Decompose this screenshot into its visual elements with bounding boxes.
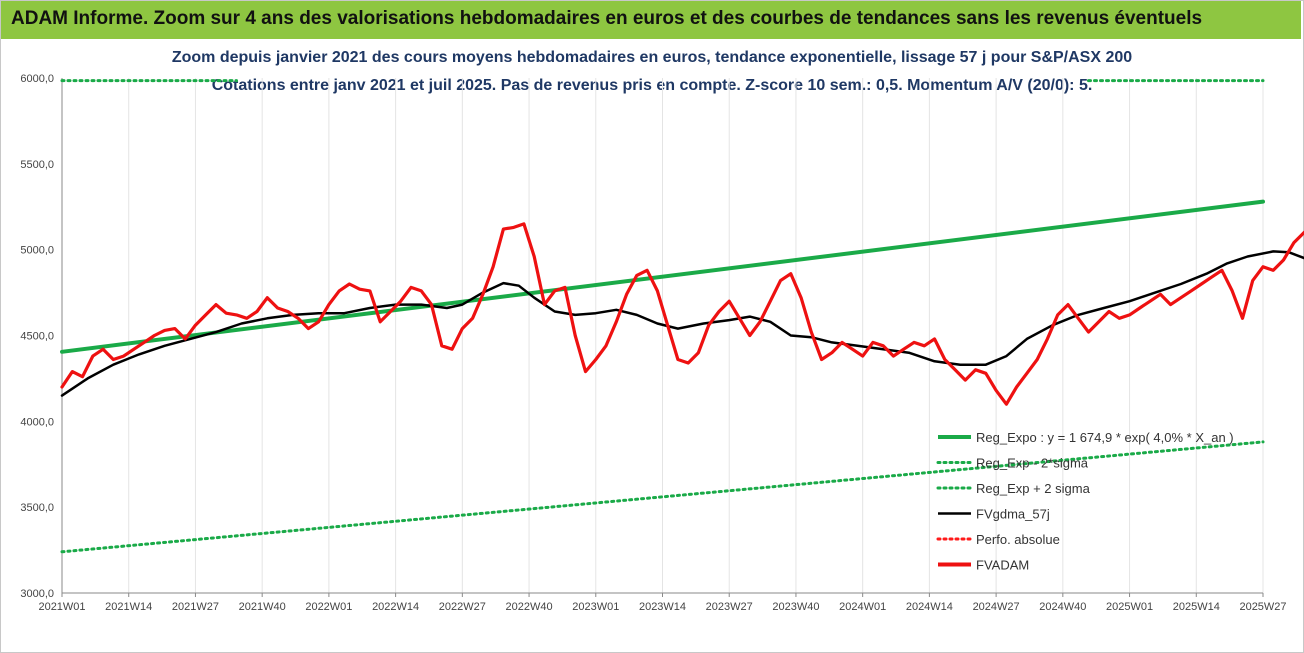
- page-title: ADAM Informe. Zoom sur 4 ans des valoris…: [11, 8, 1203, 29]
- legend-entry: Reg_Exp + 2 sigma: [976, 481, 1091, 496]
- legend-entry: Perfo. absolue: [976, 532, 1060, 547]
- series-lines: [60, 79, 1304, 554]
- x-tick-label: 2022W01: [305, 601, 352, 613]
- legend-entry: Reg_Expo : y = 1 674,9 * exp( 4,0% * X_a…: [976, 430, 1234, 445]
- x-tick-label: 2025W14: [1173, 601, 1220, 613]
- x-tick-label: 2022W27: [439, 601, 486, 613]
- y-tick-label: 4000,0: [20, 416, 54, 428]
- x-tick-label: 2021W27: [172, 601, 219, 613]
- chart-subtitle-line-2: Cotations entre janv 2021 et juil 2025. …: [211, 77, 1093, 94]
- x-tick-label: 2021W40: [239, 601, 286, 613]
- legend-entry: Reg_Exp - 2*sigma: [976, 456, 1089, 471]
- y-tick-label: 4500,0: [20, 331, 54, 343]
- x-tick-label: 2023W27: [706, 601, 753, 613]
- series-line: [60, 199, 1265, 354]
- header-banner: ADAM Informe. Zoom sur 4 ans des valoris…: [1, 1, 1301, 39]
- x-tick-label: 2024W01: [839, 601, 886, 613]
- chart-plot: 2021W01 2021W14 2021W27 2021W40 2022W01 2022W…: [20, 73, 1304, 613]
- y-tick-label: 6000,0: [20, 73, 54, 85]
- y-tick-label: 5000,0: [20, 245, 54, 257]
- x-tick-label: 2023W14: [639, 601, 686, 613]
- x-tick-label: 2024W27: [973, 601, 1020, 613]
- y-tick-label: 3000,0: [20, 588, 54, 600]
- series-line: [60, 250, 1304, 397]
- legend-entry: FVgdma_57j: [976, 507, 1050, 522]
- series-line: [60, 440, 1265, 554]
- legend-entry: FVADAM: [976, 558, 1029, 573]
- axes: 2021W01 2021W14 2021W27 2021W40 2022W01 2022W…: [20, 73, 1286, 613]
- x-tick-label: 2024W40: [1039, 601, 1086, 613]
- x-tick-label: 2022W40: [506, 601, 553, 613]
- y-tick-label: 3500,0: [20, 502, 54, 514]
- x-tick-label: 2021W14: [105, 601, 152, 613]
- grid-lines: [61, 78, 1264, 593]
- y-tick-label: 5500,0: [20, 159, 54, 171]
- x-tick-label: 2023W40: [772, 601, 819, 613]
- chart-subtitle-line-1: Zoom depuis janvier 2021 des cours moyen…: [171, 49, 1133, 66]
- x-tick-label: 2024W14: [906, 601, 953, 613]
- series-line: [60, 222, 1304, 406]
- x-tick-label: 2022W14: [372, 601, 419, 613]
- x-tick-label: 2021W01: [38, 601, 85, 613]
- x-tick-label: 2023W01: [572, 601, 619, 613]
- x-tick-label: 2025W01: [1106, 601, 1153, 613]
- legend: Reg_Expo : y = 1 674,9 * exp( 4,0% * X_a…: [936, 430, 1234, 573]
- x-tick-label: 2025W27: [1239, 601, 1286, 613]
